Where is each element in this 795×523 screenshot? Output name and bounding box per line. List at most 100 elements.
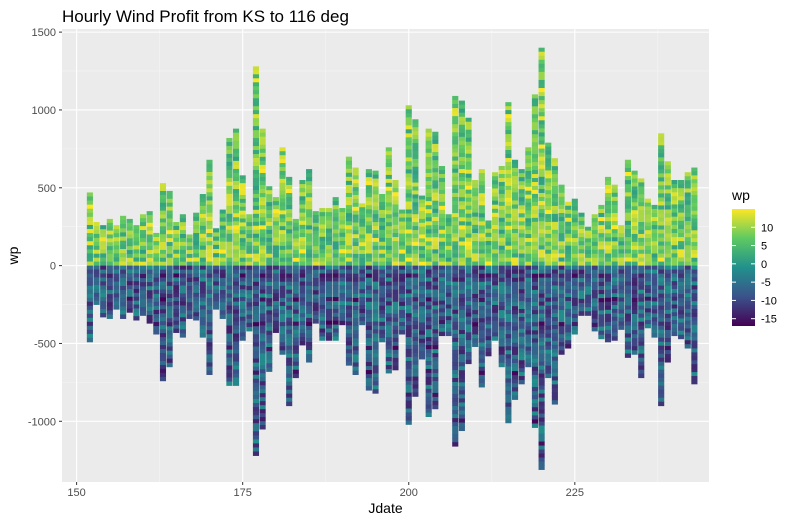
- bar: [458, 265, 465, 432]
- bar: [412, 265, 419, 397]
- bar: [193, 265, 200, 321]
- bar: [684, 172, 691, 267]
- bar: [472, 265, 479, 347]
- bar: [379, 194, 386, 267]
- legend: wp 10 5 0 -5 -10 -15: [731, 187, 777, 326]
- bar: [319, 265, 326, 341]
- bar: [565, 265, 572, 349]
- y-tick-label: 1500: [32, 27, 56, 39]
- bar: [259, 128, 266, 267]
- bar: [445, 214, 452, 267]
- bar: [445, 265, 452, 337]
- bar: [299, 180, 306, 267]
- bar: [671, 265, 678, 337]
- bar: [565, 201, 572, 267]
- bar: [86, 192, 93, 267]
- bar: [286, 265, 293, 407]
- bar: [624, 265, 632, 358]
- bar: [312, 265, 319, 324]
- bar: [286, 176, 293, 267]
- bar: [651, 265, 658, 338]
- y-tick-label: 1000: [32, 105, 56, 117]
- bar: [325, 265, 333, 341]
- bar: [193, 212, 200, 267]
- bar: [485, 265, 492, 357]
- bar: [352, 167, 359, 267]
- bar: [399, 265, 406, 335]
- bar: [591, 265, 598, 332]
- bar: [425, 265, 432, 418]
- bar: [658, 265, 665, 407]
- bar: [604, 176, 612, 267]
- bar: [219, 209, 226, 267]
- bar: [312, 211, 319, 267]
- bar: [651, 204, 658, 267]
- bar: [498, 165, 505, 267]
- bar: [232, 128, 240, 267]
- bar: [139, 265, 147, 316]
- bar: [239, 175, 246, 267]
- bar: [438, 265, 446, 337]
- bar: [644, 265, 651, 329]
- bar: [638, 178, 645, 267]
- x-tick-label: 175: [234, 487, 252, 499]
- bar: [405, 105, 412, 267]
- bar: [678, 265, 685, 340]
- bar: [252, 66, 260, 267]
- bar: [585, 265, 592, 316]
- bar: [113, 265, 120, 310]
- bar: [545, 265, 552, 379]
- bar: [126, 218, 133, 267]
- bar: [531, 265, 539, 428]
- bar: [359, 265, 366, 326]
- x-tick-label: 150: [67, 487, 85, 499]
- bar: [159, 183, 167, 267]
- bar: [578, 265, 585, 316]
- bar: [664, 161, 671, 267]
- bar: [631, 170, 638, 267]
- bar: [213, 265, 220, 310]
- bar: [598, 265, 605, 340]
- bar: [505, 102, 512, 267]
- bar: [405, 265, 412, 425]
- bar: [325, 208, 333, 267]
- bar: [272, 265, 279, 333]
- bar: [266, 186, 273, 267]
- bar: [604, 265, 612, 343]
- y-tick-label: -500: [34, 338, 56, 350]
- bar: [691, 265, 698, 385]
- bar: [505, 265, 512, 424]
- bar: [691, 167, 698, 267]
- bar: [365, 265, 372, 391]
- bar: [246, 214, 253, 267]
- bar: [239, 265, 246, 341]
- bar: [644, 198, 651, 267]
- bar: [598, 204, 605, 267]
- bar: [638, 265, 645, 379]
- bar: [558, 184, 565, 267]
- bar: [611, 184, 618, 267]
- bar: [186, 265, 193, 319]
- bar: [153, 232, 160, 267]
- bar: [266, 265, 273, 372]
- bar: [478, 265, 485, 388]
- bar: [166, 265, 173, 368]
- bar: [226, 265, 233, 386]
- bar: [452, 95, 459, 267]
- bar: [525, 147, 532, 267]
- bar: [146, 211, 153, 267]
- bar: [306, 265, 313, 363]
- bar: [133, 225, 140, 267]
- bar: [578, 212, 585, 267]
- bar: [299, 265, 306, 346]
- x-tick-label: 200: [400, 487, 418, 499]
- bar: [213, 228, 220, 267]
- bar: [93, 222, 100, 267]
- bar: [671, 180, 678, 267]
- bar: [558, 265, 565, 355]
- bar: [379, 265, 386, 343]
- x-tick-label: 225: [566, 487, 584, 499]
- bar: [100, 265, 107, 318]
- bar: [452, 265, 459, 447]
- bar: [618, 265, 625, 330]
